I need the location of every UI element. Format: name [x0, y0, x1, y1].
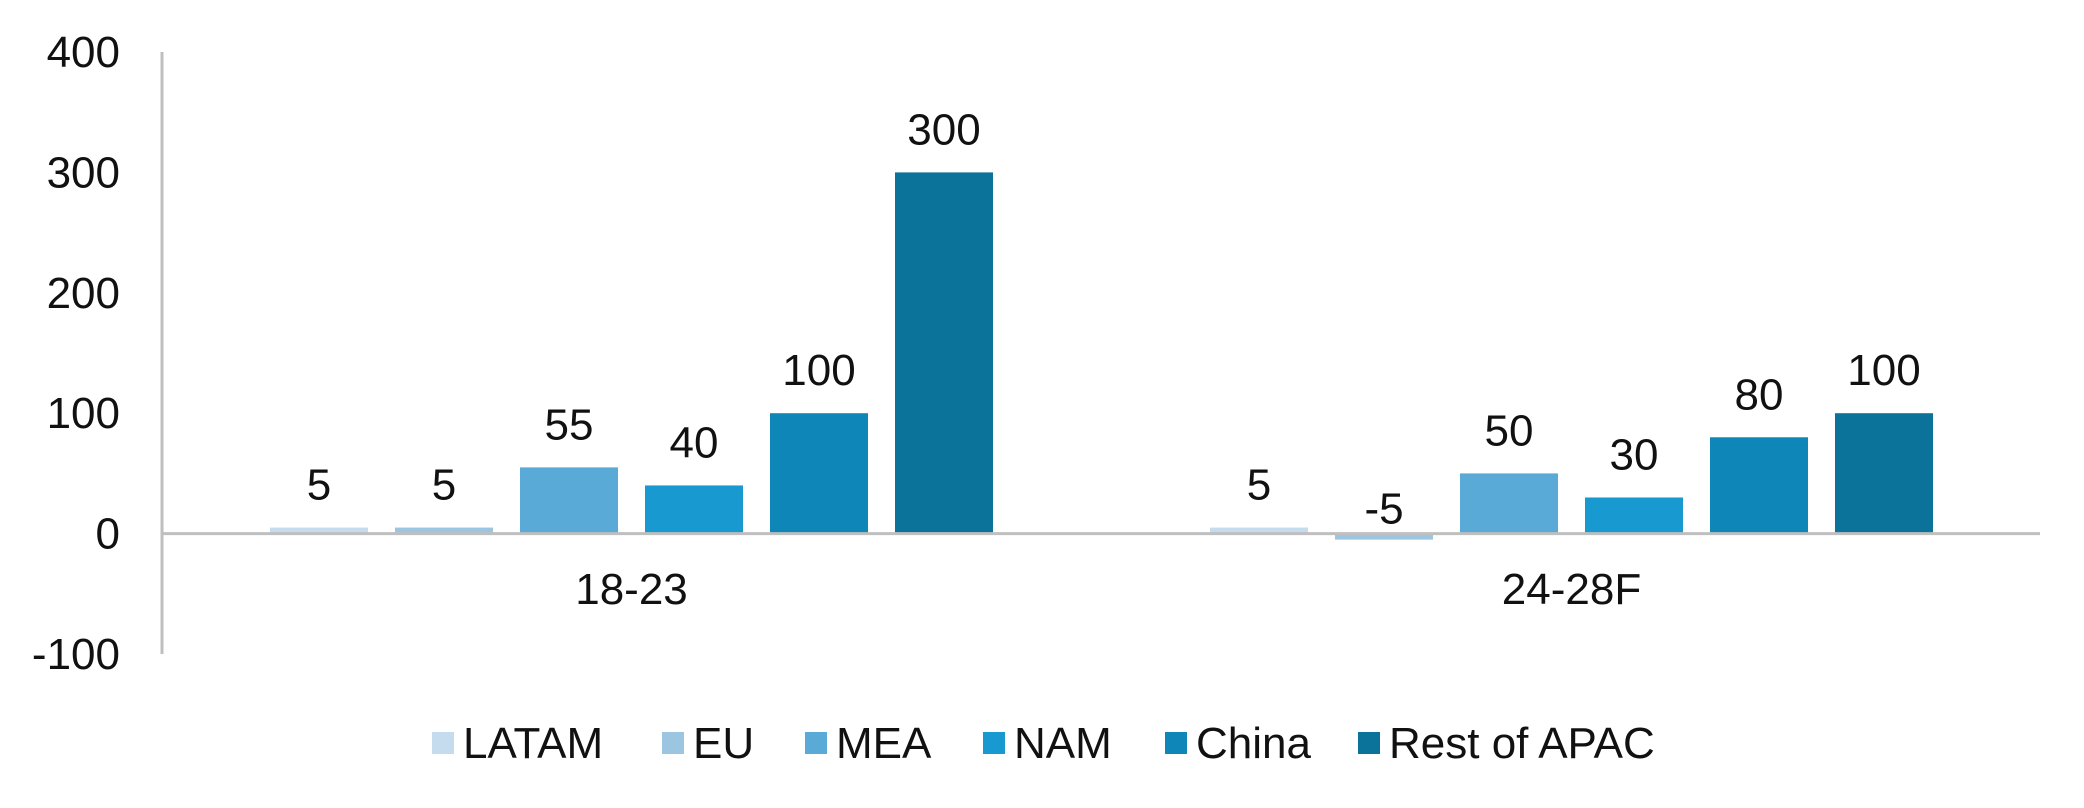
y-tick-label: 100	[47, 389, 120, 438]
bar-eu-24-28F	[1335, 533, 1433, 540]
legend-label: LATAM	[463, 719, 603, 768]
bar-latam-18-23	[270, 527, 368, 534]
legend-label: Rest of APAC	[1389, 719, 1655, 768]
data-label: 80	[1735, 370, 1784, 419]
data-label: 50	[1485, 406, 1534, 455]
legend-swatch	[983, 732, 1005, 754]
legend-swatch	[805, 732, 827, 754]
bar-china-18-23	[770, 413, 868, 534]
data-label: 5	[432, 461, 456, 510]
bar-mea-18-23	[520, 467, 618, 534]
legend-swatch	[1165, 732, 1187, 754]
legend-label: China	[1196, 719, 1311, 768]
legend: LATAM EU MEA NAM China Rest of APAC	[432, 719, 1655, 768]
category-label: 24-28F	[1502, 565, 1641, 614]
data-label: 300	[907, 105, 980, 154]
y-tick-label: 400	[47, 28, 120, 77]
y-tick-label: 200	[47, 269, 120, 318]
y-tick-label: 0	[96, 510, 120, 559]
bar-latam-24-28F	[1210, 527, 1308, 534]
legend-swatch	[662, 732, 684, 754]
legend-swatch	[432, 732, 454, 754]
data-label: -5	[1364, 485, 1403, 534]
data-label: 55	[545, 400, 594, 449]
legend-label: MEA	[836, 719, 932, 768]
data-label: 5	[307, 461, 331, 510]
bar-nam-18-23	[645, 485, 743, 534]
bar-rest-of-apac-18-23	[895, 172, 993, 534]
bars-layer	[270, 172, 1933, 540]
y-tick-label: 300	[47, 148, 120, 197]
bar-eu-18-23	[395, 527, 493, 534]
bar-china-24-28F	[1710, 437, 1808, 534]
bar-nam-24-28F	[1585, 497, 1683, 534]
data-label: 40	[670, 418, 719, 467]
bar-rest-of-apac-24-28F	[1835, 413, 1933, 534]
y-tick-label: -100	[32, 630, 120, 679]
legend-swatch	[1358, 732, 1380, 754]
data-label: 100	[1847, 346, 1920, 395]
category-label: 18-23	[575, 565, 688, 614]
data-label: 100	[782, 346, 855, 395]
axis-layer: 400 300 200 100 0 -100	[32, 28, 2040, 679]
bar-mea-24-28F	[1460, 473, 1558, 534]
legend-label: EU	[693, 719, 754, 768]
data-label: 30	[1610, 430, 1659, 479]
legend-label: NAM	[1014, 719, 1112, 768]
data-label: 5	[1247, 461, 1271, 510]
